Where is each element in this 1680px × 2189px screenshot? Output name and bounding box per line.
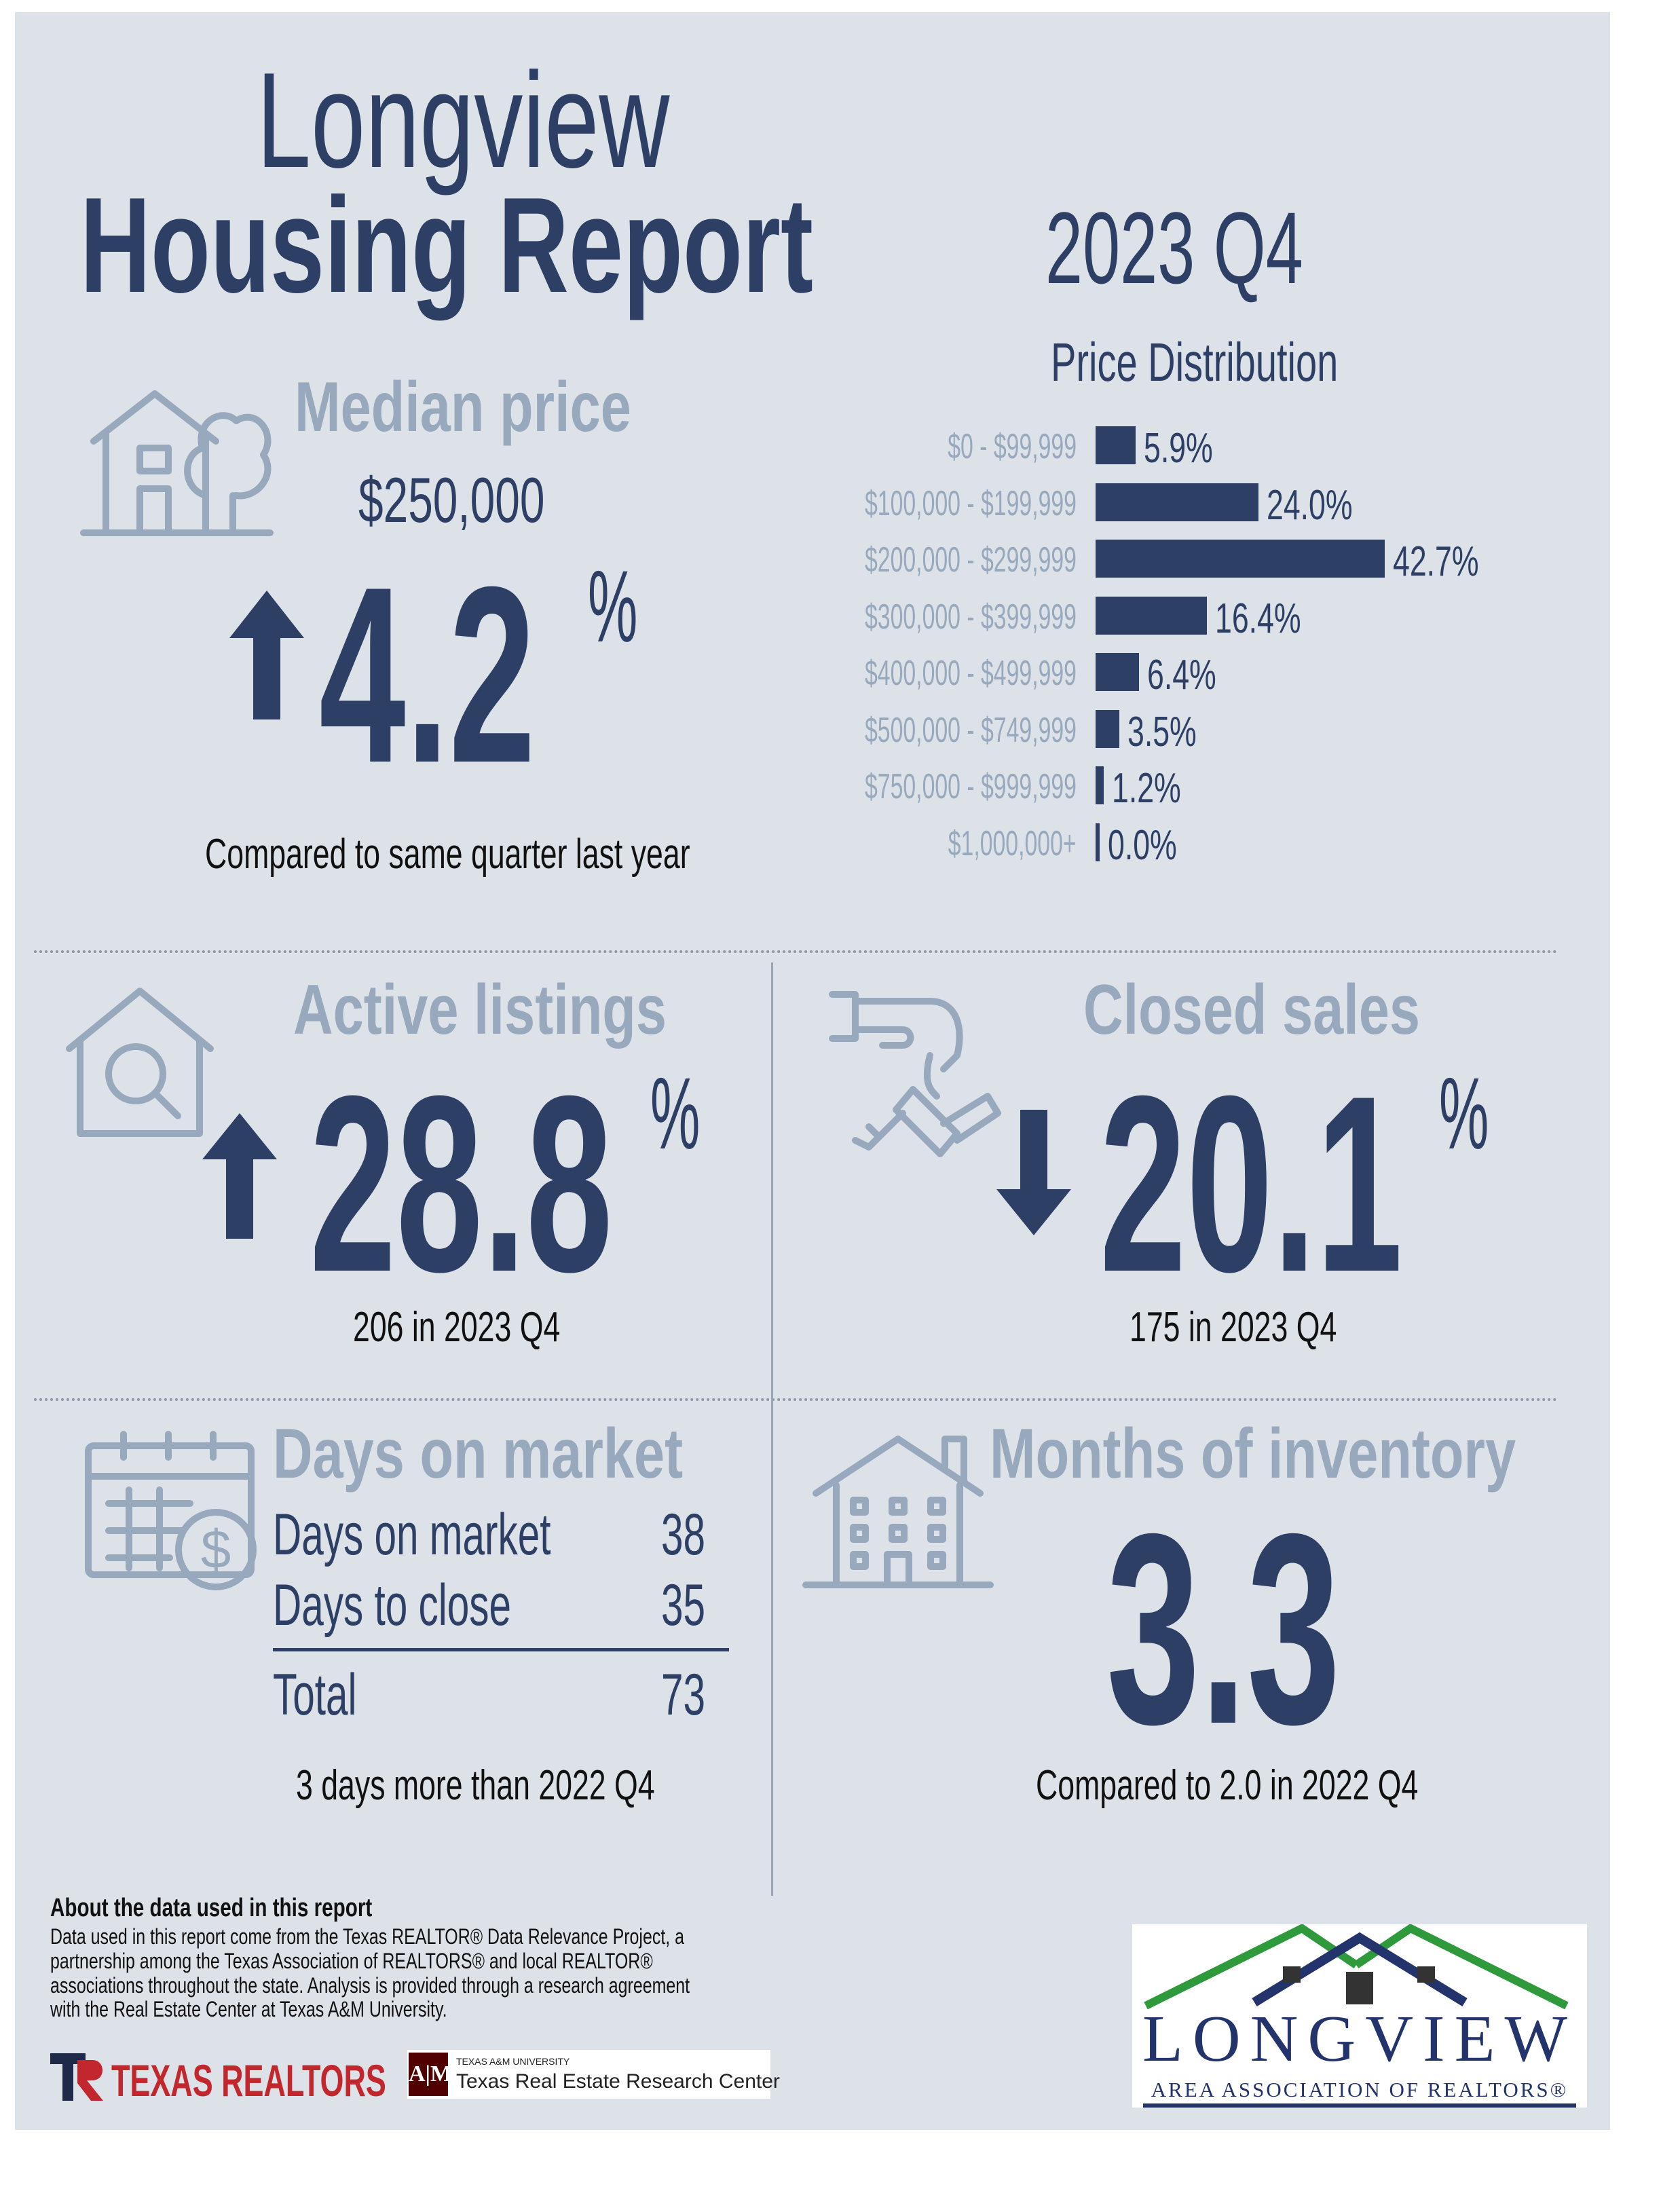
- median-price-heading: Median price: [295, 368, 631, 447]
- moi-value: 3.3: [1106, 1477, 1341, 1780]
- tamu-small-text: TEXAS A&M UNIVERSITY: [456, 2056, 570, 2067]
- about-line: partnership among the Texas Association …: [50, 1948, 653, 1973]
- median-price-change: 4.2: [319, 535, 536, 815]
- price-dist-bar: [1096, 596, 1207, 635]
- median-price-note: Compared to same quarter last year: [205, 831, 690, 878]
- moi-note: Compared to 2.0 in 2022 Q4: [1036, 1762, 1419, 1809]
- price-dist-heading: Price Distribution: [1051, 332, 1339, 392]
- median-price-pct: %: [588, 549, 638, 663]
- arrow-up-icon: [202, 1113, 277, 1239]
- price-dist-bar: [1096, 483, 1258, 521]
- closed-sales-note: 175 in 2023 Q4: [1130, 1304, 1337, 1351]
- longview-logo-main: LONGVIEW: [1142, 2002, 1577, 2076]
- rooftops-icon: [1144, 1924, 1569, 2010]
- tamu-center-text: Texas Real Estate Research Center: [456, 2070, 780, 2093]
- price-range-label: $750,000 - $999,999: [865, 767, 1077, 806]
- about-title: About the data used in this report: [50, 1894, 373, 1922]
- price-dist-value-label: 0.0%: [1108, 821, 1177, 869]
- price-dist-bar: [1096, 766, 1104, 804]
- price-dist-bar: [1096, 709, 1119, 748]
- arrow-down-icon: [996, 1110, 1071, 1235]
- price-range-label: $200,000 - $299,999: [865, 540, 1077, 580]
- price-range-label: $500,000 - $749,999: [865, 710, 1077, 750]
- column-divider: [771, 962, 773, 1896]
- divider-2: [34, 1398, 1558, 1401]
- title-line2: Housing Report: [80, 170, 813, 321]
- price-dist-bar: [1096, 426, 1136, 464]
- price-range-label: $100,000 - $199,999: [865, 483, 1077, 523]
- calendar-dollar-icon: $: [85, 1431, 257, 1590]
- longview-logo-sub: AREA ASSOCIATION OF REALTORS®: [1151, 2078, 1569, 2101]
- price-dist-bar: [1096, 540, 1385, 578]
- price-range-label: $400,000 - $499,999: [865, 654, 1077, 693]
- about-line: associations throughout the state. Analy…: [50, 1972, 690, 1998]
- total-rule: [273, 1648, 729, 1651]
- days-to-close-value: 35: [661, 1573, 706, 1638]
- price-dist-value-label: 24.0%: [1266, 481, 1353, 529]
- house-tree-icon: [80, 390, 274, 536]
- median-price-value: $250,000: [358, 464, 545, 536]
- active-listings-heading: Active listings: [293, 971, 667, 1049]
- price-dist-value-label: 1.2%: [1111, 765, 1181, 812]
- active-listings-change: 28.8: [310, 1044, 613, 1324]
- price-dist-value-label: 3.5%: [1127, 708, 1197, 755]
- price-dist-value-label: 16.4%: [1214, 595, 1301, 642]
- divider-1: [34, 950, 1558, 953]
- report-panel: [15, 12, 1610, 2130]
- price-range-label: $1,000,000+: [948, 823, 1077, 863]
- dom-row-label: Days on market: [273, 1502, 551, 1567]
- price-range-label: $300,000 - $399,999: [865, 597, 1077, 637]
- moi-heading: Months of inventory: [990, 1415, 1516, 1493]
- longview-logo-rule: [1143, 2103, 1576, 2108]
- active-listings-note: 206 in 2023 Q4: [353, 1304, 561, 1351]
- price-dist-value-label: 6.4%: [1146, 652, 1216, 698]
- closed-sales-heading: Closed sales: [1083, 971, 1420, 1049]
- dom-row-value: 38: [661, 1502, 706, 1567]
- dom-heading: Days on market: [273, 1415, 684, 1493]
- building-icon: [802, 1436, 994, 1588]
- tamu-mark-icon: A|M: [409, 2053, 452, 2096]
- report-period: 2023 Q4: [1045, 191, 1303, 305]
- active-listings-pct: %: [650, 1056, 701, 1170]
- hand-keys-icon: [829, 991, 1001, 1157]
- days-to-close-label: Days to close: [273, 1573, 512, 1638]
- longview-association-logo: LONGVIEW AREA ASSOCIATION OF REALTORS®: [1132, 1924, 1587, 2108]
- house-search-icon: [66, 988, 214, 1137]
- price-range-label: $0 - $99,999: [948, 427, 1077, 466]
- title-line1: Longview: [257, 45, 670, 196]
- price-dist-bar: [1096, 653, 1139, 691]
- closed-sales-pct: %: [1439, 1056, 1489, 1170]
- total-label: Total: [273, 1662, 357, 1727]
- about-line: Data used in this report come from the T…: [50, 1924, 685, 1949]
- texas-realtors-logo: TEXAS REALTORS: [111, 2055, 386, 2106]
- dom-note: 3 days more than 2022 Q4: [296, 1762, 655, 1809]
- price-dist-value-label: 5.9%: [1143, 425, 1213, 472]
- texas-realtors-mark-icon: [50, 2053, 103, 2101]
- closed-sales-change: 20.1: [1100, 1044, 1403, 1324]
- svg-text:$: $: [201, 1519, 231, 1579]
- arrow-up-icon: [229, 591, 304, 719]
- about-text: Data used in this report come from the T…: [50, 1924, 690, 2022]
- price-dist-bar: [1096, 823, 1100, 861]
- about-line: with the Real Estate Center at Texas A&M…: [50, 1997, 447, 2022]
- tamu-logo: A|M TEXAS A&M UNIVERSITY Texas Real Esta…: [407, 2050, 780, 2099]
- total-value: 73: [661, 1662, 706, 1727]
- price-dist-value-label: 42.7%: [1393, 538, 1479, 585]
